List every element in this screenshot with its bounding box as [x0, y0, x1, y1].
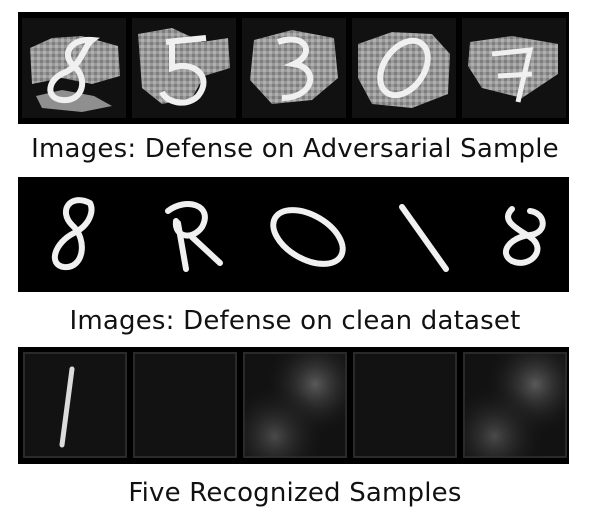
- recognized-samples-strip: [18, 347, 569, 464]
- adversarial-tile-5: [462, 18, 566, 118]
- clean-digit-2: [165, 201, 223, 272]
- adversarial-tile-2: [132, 18, 236, 118]
- clean-digit-8b: [503, 206, 546, 266]
- adversarial-tile-1: [22, 18, 126, 118]
- recognized-tile-1: [23, 352, 127, 458]
- caption-clean: Images: Defense on clean dataset: [69, 306, 521, 336]
- caption-recognized: Five Recognized Samples: [128, 478, 462, 508]
- adversarial-tile-4: [352, 18, 456, 118]
- clean-digit-0: [270, 207, 346, 267]
- adversarial-samples-strip: [18, 12, 569, 124]
- caption-adversarial: Images: Defense on Adversarial Sample: [31, 134, 559, 164]
- clean-samples-strip: [18, 177, 569, 292]
- recognized-tile-2: [133, 352, 237, 458]
- recognized-digit-1: [59, 366, 75, 448]
- recognized-tile-4: [353, 352, 457, 458]
- adversarial-tile-3: [242, 18, 346, 118]
- clean-digit-8: [51, 197, 95, 270]
- clean-digit-1: [399, 204, 449, 272]
